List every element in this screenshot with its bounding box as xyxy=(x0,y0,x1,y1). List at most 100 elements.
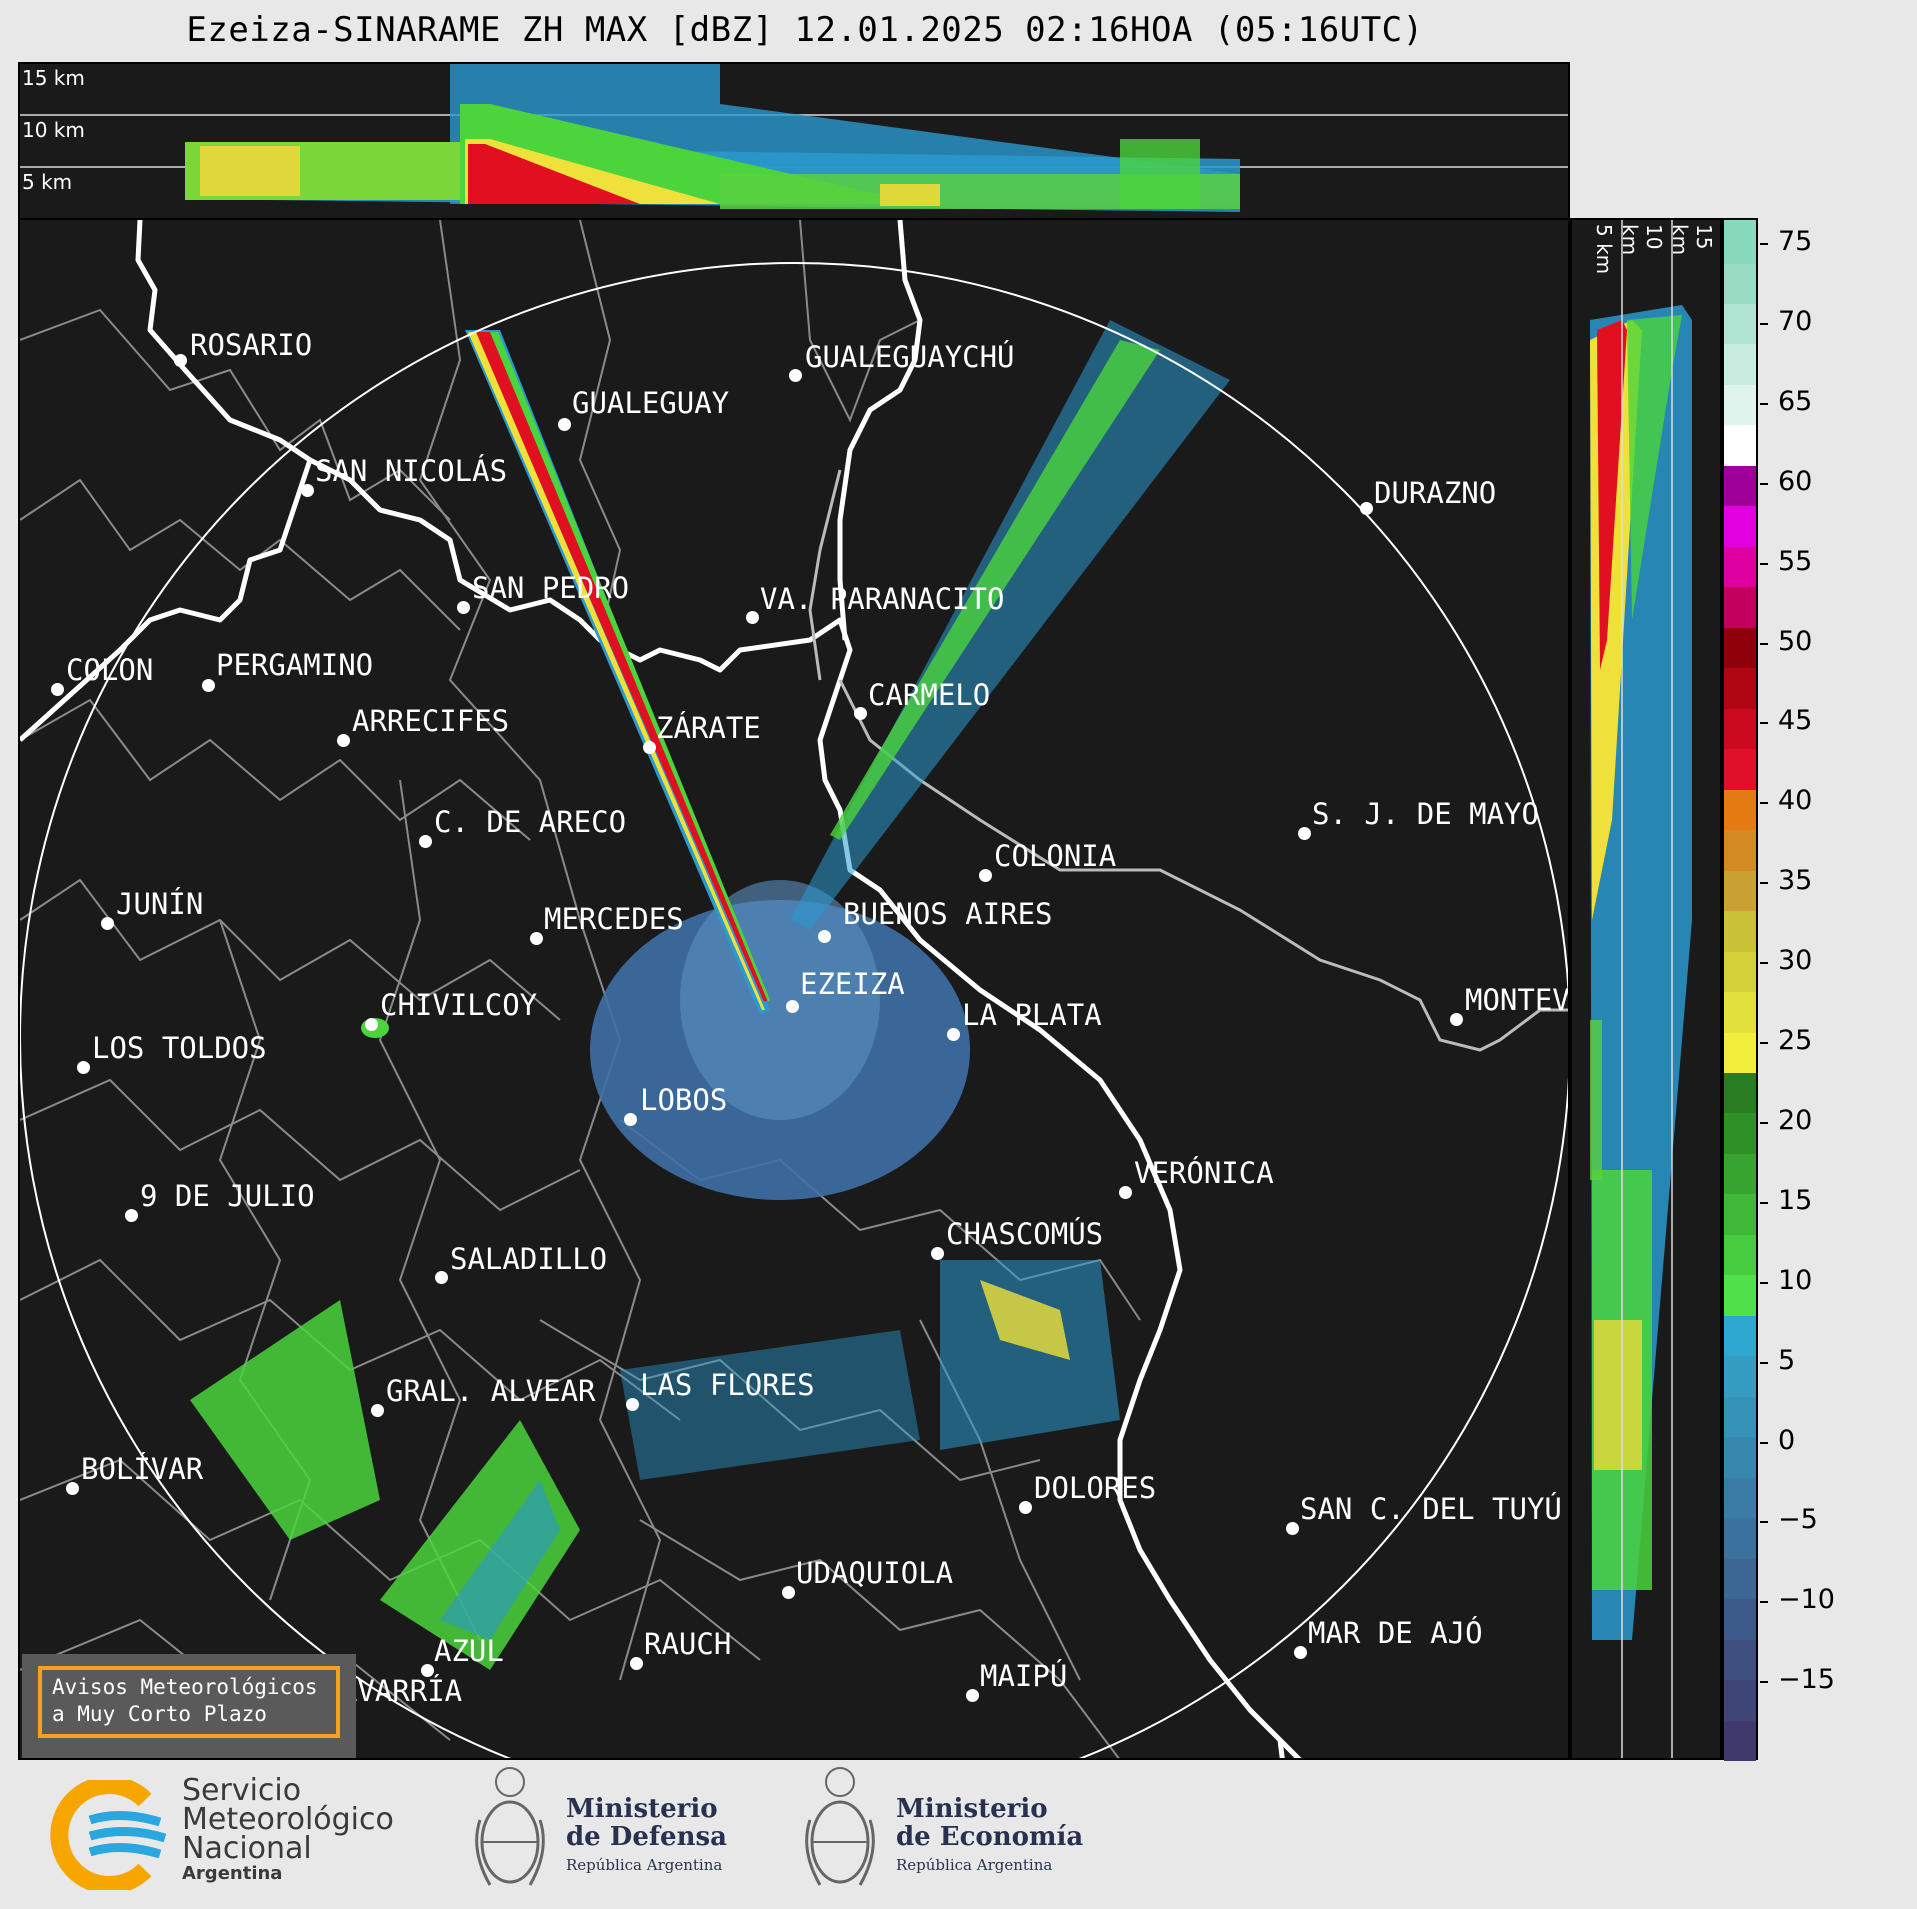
colorbar-tick-label: 5 xyxy=(1778,1345,1796,1376)
colorbar-segment xyxy=(1724,1110,1756,1154)
notice-box: Avisos Meteorológicos a Muy Corto Plazo xyxy=(22,1654,356,1758)
colorbar-tick xyxy=(1760,563,1768,565)
city-label: LAS FLORES xyxy=(640,1368,815,1402)
city-marker xyxy=(1119,1186,1132,1199)
city-label: CHASCOMÚS xyxy=(946,1217,1104,1251)
colorbar-segment xyxy=(1724,381,1756,426)
colorbar-segment xyxy=(1724,908,1756,952)
city-label: SALADILLO xyxy=(450,1242,608,1276)
city-label: GUALEGUAYCHÚ xyxy=(805,340,1015,374)
colorbar-segment xyxy=(1724,786,1756,831)
smn-line4: Argentina xyxy=(182,1863,283,1884)
city-marker xyxy=(371,1404,384,1417)
notice-line2: a Muy Corto Plazo xyxy=(52,1702,267,1726)
colorbar-tick-label: 55 xyxy=(1778,546,1813,577)
city-label: UDAQUIOLA xyxy=(796,1556,954,1590)
city-marker xyxy=(457,601,470,614)
city-label: ARRECIFES xyxy=(352,704,510,738)
city-label: ROSARIO xyxy=(190,328,313,362)
city-marker xyxy=(624,1113,637,1126)
colorbar-segment xyxy=(1724,827,1756,871)
side-height-profile: 5 km 10 km 15 km xyxy=(1570,218,1722,1760)
colorbar-tick-label: 25 xyxy=(1778,1025,1813,1056)
colorbar-segment xyxy=(1724,422,1756,466)
defensa-crest-icon xyxy=(470,1760,550,1900)
colorbar-segment xyxy=(1724,220,1756,264)
city-label: DOLORES xyxy=(1034,1471,1157,1505)
colorbar-tick xyxy=(1760,403,1768,405)
colorbar-segment xyxy=(1724,1150,1756,1195)
colorbar-tick xyxy=(1760,643,1768,645)
economia-sub: República Argentina xyxy=(896,1856,1053,1874)
city-label: GUALEGUAY xyxy=(572,386,730,420)
colorbar-segment xyxy=(1724,1515,1756,1559)
colorbar-tick-label: 75 xyxy=(1778,226,1813,257)
colorbar-tick-label: 35 xyxy=(1778,865,1813,896)
colorbar-tick xyxy=(1760,882,1768,884)
city-label: VERÓNICA xyxy=(1134,1156,1274,1190)
defensa-sub: República Argentina xyxy=(566,1856,723,1874)
smn-text: Servicio Meteorológico Nacional Argentin… xyxy=(182,1776,394,1885)
city-label: EZEIZA xyxy=(800,967,905,1001)
city-label: BUENOS AIRES xyxy=(843,897,1053,931)
city-marker xyxy=(435,1271,448,1284)
city-label: SAN NICOLÁS xyxy=(315,454,508,488)
city-marker xyxy=(421,1664,434,1677)
city-label: SAN PEDRO xyxy=(472,571,630,605)
colorbar-tick xyxy=(1760,1282,1768,1284)
smn-logo xyxy=(50,1776,170,1894)
colorbar-tick-label: 0 xyxy=(1778,1425,1796,1456)
colorbar-tick xyxy=(1760,1042,1768,1044)
city-marker xyxy=(1298,827,1311,840)
colorbar-segment xyxy=(1724,705,1756,750)
city-marker xyxy=(77,1061,90,1074)
colorbar-tick-label: 45 xyxy=(1778,705,1813,736)
city-marker xyxy=(101,917,114,930)
city-marker xyxy=(337,734,350,747)
top-label-5km: 5 km xyxy=(22,170,73,194)
colorbar-tick-label: 60 xyxy=(1778,466,1813,497)
colorbar-segment xyxy=(1724,1555,1756,1600)
colorbar-tick xyxy=(1760,962,1768,964)
colorbar-tick-label: 20 xyxy=(1778,1105,1813,1136)
colorbar-segment xyxy=(1724,503,1756,547)
city-label: CARMELO xyxy=(868,678,991,712)
colorbar-tick-label: 50 xyxy=(1778,626,1813,657)
city-marker xyxy=(1450,1013,1463,1026)
city-label: LOBOS xyxy=(640,1083,728,1117)
city-label: C. DE ARECO xyxy=(434,805,627,839)
city-label: LA PLATA xyxy=(962,998,1102,1032)
colorbar-tick-label: 40 xyxy=(1778,785,1813,816)
city-marker xyxy=(301,484,314,497)
city-label: BOLÍVAR xyxy=(81,1452,204,1486)
colorbar-segment xyxy=(1724,867,1756,912)
economia-crest-icon xyxy=(800,1760,880,1900)
colorbar-tick-label: −5 xyxy=(1778,1504,1818,1535)
smn-line2: Meteorológico xyxy=(182,1802,394,1837)
city-label: MERCEDES xyxy=(544,902,684,936)
city-marker xyxy=(125,1209,138,1222)
city-marker xyxy=(419,835,432,848)
defensa-line1: Ministerio xyxy=(566,1794,718,1824)
map-title: Ezeiza-SINARAME ZH MAX [dBZ] 12.01.2025 … xyxy=(186,10,1424,50)
colorbar-tick xyxy=(1760,1122,1768,1124)
city-marker xyxy=(979,869,992,882)
colorbar-tick xyxy=(1760,1521,1768,1523)
colorbar-tick xyxy=(1760,722,1768,724)
colorbar-segment xyxy=(1724,1596,1756,1640)
colorbar-tick xyxy=(1760,1202,1768,1204)
colorbar-segment xyxy=(1724,989,1756,1033)
colorbar-segment xyxy=(1724,1353,1756,1397)
colorbar-segment xyxy=(1724,584,1756,628)
colorbar-segment xyxy=(1724,948,1756,993)
city-marker xyxy=(1019,1501,1032,1514)
city-label: VA. PARANACITO xyxy=(760,582,1005,616)
colorbar-tick xyxy=(1760,1442,1768,1444)
colorbar-segment xyxy=(1724,462,1756,507)
colorbar-segment xyxy=(1724,1636,1756,1681)
city-label: CHIVILCOY xyxy=(380,988,538,1022)
defensa-line2: de Defensa xyxy=(566,1822,727,1852)
colorbar-tick xyxy=(1760,323,1768,325)
city-label: MAR DE AJÓ xyxy=(1308,1616,1483,1650)
city-label: MAIPÚ xyxy=(980,1659,1068,1693)
